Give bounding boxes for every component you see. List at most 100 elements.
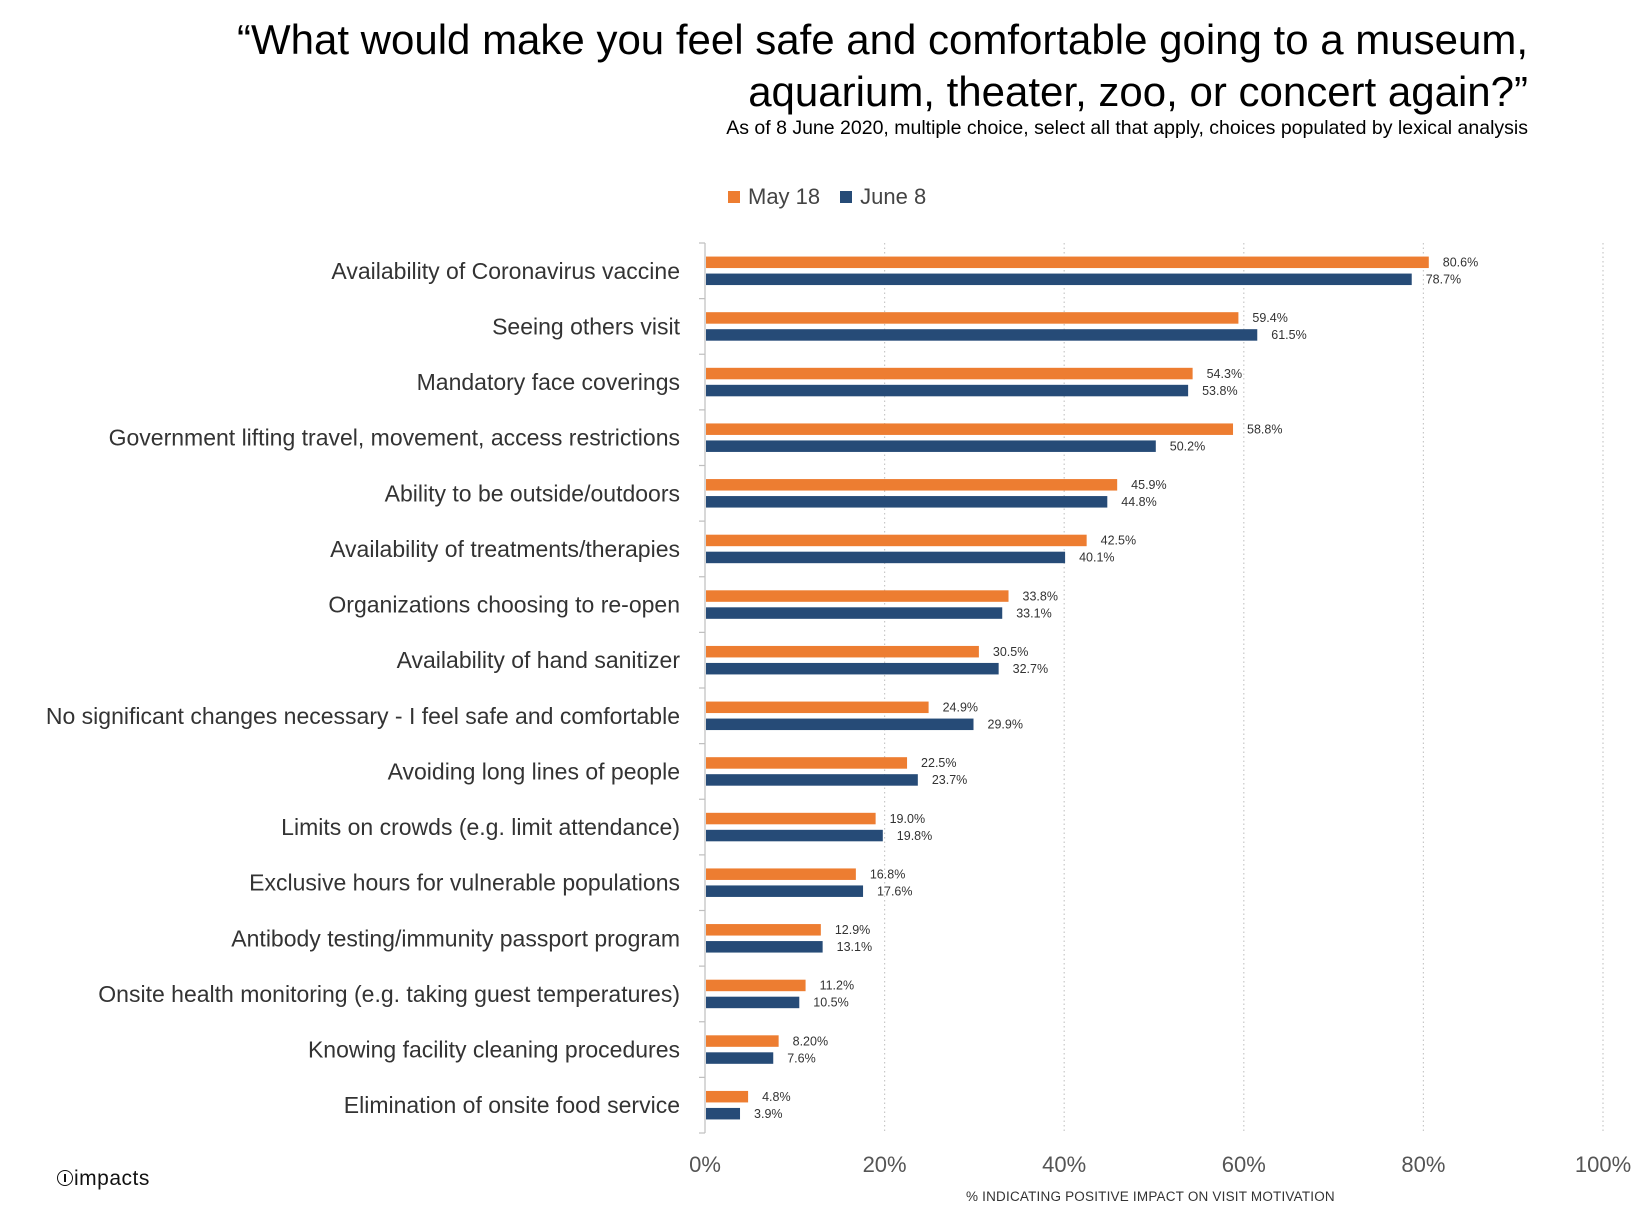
- bar-june8: [706, 885, 864, 897]
- chart-subtitle: As of 8 June 2020, multiple choice, sele…: [726, 117, 1528, 139]
- legend-item-may18: May 18: [728, 184, 820, 210]
- category-label: Knowing facility cleaning procedures: [308, 1037, 680, 1063]
- data-label: 44.8%: [1121, 495, 1156, 509]
- bar-may18: [706, 868, 856, 880]
- legend-label-june8: June 8: [860, 184, 927, 209]
- bar-may18: [706, 812, 876, 825]
- data-label: 45.9%: [1131, 478, 1166, 492]
- category-label: Limits on crowds (e.g. limit attendance): [281, 814, 680, 840]
- category-label: Mandatory face coverings: [417, 369, 680, 395]
- bar-june8: [706, 1052, 774, 1064]
- brand-logo: impacts: [57, 1167, 150, 1191]
- data-label: 53.8%: [1202, 384, 1237, 398]
- legend-swatch-june8: [840, 191, 853, 203]
- data-label: 7.6%: [787, 1051, 816, 1065]
- bar-june8: [706, 273, 1412, 286]
- data-label: 61.5%: [1271, 328, 1306, 342]
- data-label: 19.8%: [897, 829, 932, 843]
- bar-june8: [706, 829, 883, 842]
- category-label: Availability of hand sanitizer: [397, 647, 681, 673]
- brand-text: impacts: [74, 1167, 150, 1190]
- x-tick-label: 100%: [1575, 1152, 1631, 1177]
- bar-june8: [706, 662, 999, 675]
- legend-label-may18: May 18: [748, 184, 821, 209]
- bar-may18: [706, 1090, 749, 1103]
- data-label: 54.3%: [1207, 367, 1242, 381]
- bar-may18: [706, 256, 1429, 269]
- data-label: 33.1%: [1016, 606, 1051, 620]
- data-label: 23.7%: [932, 773, 967, 787]
- data-label: 32.7%: [1013, 662, 1048, 676]
- bar-may18: [706, 423, 1234, 435]
- category-label: Availability of treatments/therapies: [330, 536, 680, 562]
- category-label: Exclusive hours for vulnerable populatio…: [249, 870, 680, 896]
- data-label: 10.5%: [813, 996, 848, 1010]
- bar-may18: [706, 979, 806, 992]
- bar-june8: [706, 329, 1258, 341]
- bar-june8: [706, 607, 1003, 619]
- bar-june8: [706, 496, 1108, 508]
- data-label: 22.5%: [921, 756, 956, 770]
- bar-june8: [706, 384, 1189, 397]
- data-label: 50.2%: [1170, 439, 1205, 453]
- data-label: 58.8%: [1247, 422, 1282, 436]
- data-label: 29.9%: [988, 718, 1023, 732]
- data-label: 40.1%: [1079, 551, 1114, 565]
- category-label: Antibody testing/immunity passport progr…: [231, 925, 680, 951]
- bar-may18: [706, 645, 979, 658]
- legend: May 18 June 8: [728, 184, 946, 210]
- data-label: 8.20%: [793, 1034, 828, 1048]
- x-axis-title: % INDICATING POSITIVE IMPACT ON VISIT MO…: [966, 1189, 1335, 1204]
- bar-may18: [706, 479, 1118, 491]
- data-label: 24.9%: [943, 701, 978, 715]
- data-label: 80.6%: [1443, 256, 1478, 270]
- data-label: 13.1%: [837, 940, 872, 954]
- data-label: 11.2%: [820, 979, 855, 993]
- brand-i-icon: [57, 1170, 73, 1186]
- bar-june8: [706, 774, 918, 786]
- bar-may18: [706, 312, 1239, 324]
- category-label: Seeing others visit: [492, 313, 681, 339]
- bar-may18: [706, 590, 1009, 602]
- category-label: Onsite health monitoring (e.g. taking gu…: [98, 981, 680, 1007]
- bar-june8: [706, 941, 823, 953]
- data-label: 4.8%: [762, 1090, 791, 1104]
- x-tick-label: 40%: [1042, 1152, 1086, 1177]
- data-label: 30.5%: [993, 645, 1028, 659]
- category-label: Elimination of onsite food service: [344, 1092, 680, 1118]
- data-label: 33.8%: [1023, 589, 1058, 603]
- data-label: 16.8%: [870, 867, 905, 881]
- x-tick-label: 80%: [1401, 1152, 1445, 1177]
- bar-may18: [706, 1035, 779, 1047]
- data-label: 19.0%: [890, 812, 925, 826]
- data-label: 3.9%: [754, 1107, 783, 1121]
- bar-june8: [706, 551, 1066, 564]
- category-label: No significant changes necessary - I fee…: [46, 703, 680, 729]
- bar-may18: [706, 924, 821, 936]
- bar-june8: [706, 1107, 741, 1120]
- category-label: Organizations choosing to re-open: [328, 592, 680, 618]
- legend-item-june8: June 8: [840, 184, 926, 210]
- bar-may18: [706, 757, 908, 769]
- x-tick-label: 0%: [689, 1152, 721, 1177]
- category-label: Avoiding long lines of people: [388, 758, 680, 784]
- data-label: 78.7%: [1426, 273, 1461, 287]
- x-tick-label: 60%: [1222, 1152, 1266, 1177]
- bar-june8: [706, 440, 1156, 452]
- bar-may18: [706, 534, 1087, 547]
- bar-may18: [706, 367, 1193, 380]
- bar-may18: [706, 701, 929, 714]
- category-label: Availability of Coronavirus vaccine: [331, 258, 680, 284]
- bar-june8: [706, 996, 800, 1009]
- data-label: 17.6%: [877, 884, 912, 898]
- x-tick-label: 20%: [863, 1152, 907, 1177]
- category-label: Government lifting travel, movement, acc…: [109, 425, 680, 451]
- category-label: Ability to be outside/outdoors: [385, 480, 680, 506]
- data-label: 59.4%: [1252, 311, 1287, 325]
- data-label: 12.9%: [835, 923, 870, 937]
- chart-title: “What would make you feel safe and comfo…: [236, 16, 1528, 115]
- legend-swatch-may18: [728, 191, 740, 203]
- data-label: 42.5%: [1101, 534, 1136, 548]
- bar-june8: [706, 718, 974, 731]
